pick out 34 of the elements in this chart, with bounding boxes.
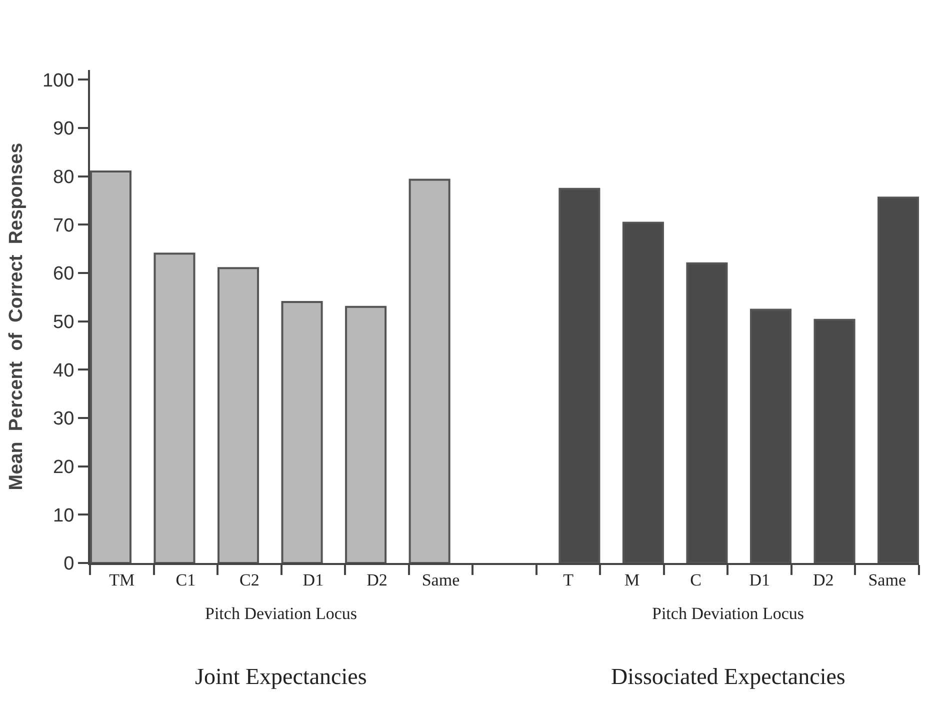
- y-tick-label: 70: [53, 215, 74, 236]
- y-tick-label: 80: [53, 166, 74, 188]
- text: Pitch Deviation Locus: [652, 604, 804, 623]
- x-tick-label: C2: [240, 570, 260, 590]
- x-tick-label: Same: [868, 570, 906, 590]
- y-tick-label: 100: [42, 70, 74, 92]
- x-tick-label: C1: [176, 570, 196, 590]
- x-tick-label: M: [624, 570, 640, 590]
- text: Pitch Deviation Locus: [205, 604, 358, 623]
- bar: [408, 178, 450, 563]
- bar: [90, 170, 132, 563]
- x-tick-label: TM: [109, 570, 135, 590]
- y-tick-label: 60: [53, 264, 74, 285]
- x-tick-label: C: [690, 570, 702, 590]
- bar: [218, 267, 260, 563]
- x-tick-label: D2: [812, 570, 834, 590]
- y-axis-title: Mean Percent of Correct Responses: [6, 142, 27, 490]
- y-tick-label: 0: [64, 554, 74, 575]
- y-tick-label: 50: [53, 312, 74, 333]
- bar: [345, 306, 387, 563]
- y-tick-label: 90: [53, 118, 74, 140]
- x-tick-label: Same: [422, 570, 460, 590]
- text: Joint Expectancies: [195, 664, 367, 689]
- y-tick-label: 30: [53, 408, 74, 430]
- text: Dissociated Expectancies: [611, 664, 846, 689]
- bar: [281, 301, 323, 563]
- x-tick-label: D1: [749, 570, 770, 590]
- y-tick-label: 20: [53, 456, 74, 478]
- x-tick-label: D1: [302, 570, 324, 590]
- y-tick-label: 40: [53, 360, 74, 382]
- bar: [154, 252, 196, 563]
- x-tick-label: T: [563, 570, 574, 590]
- x-tick-label: D2: [366, 570, 388, 590]
- y-tick-label: 10: [53, 505, 74, 526]
